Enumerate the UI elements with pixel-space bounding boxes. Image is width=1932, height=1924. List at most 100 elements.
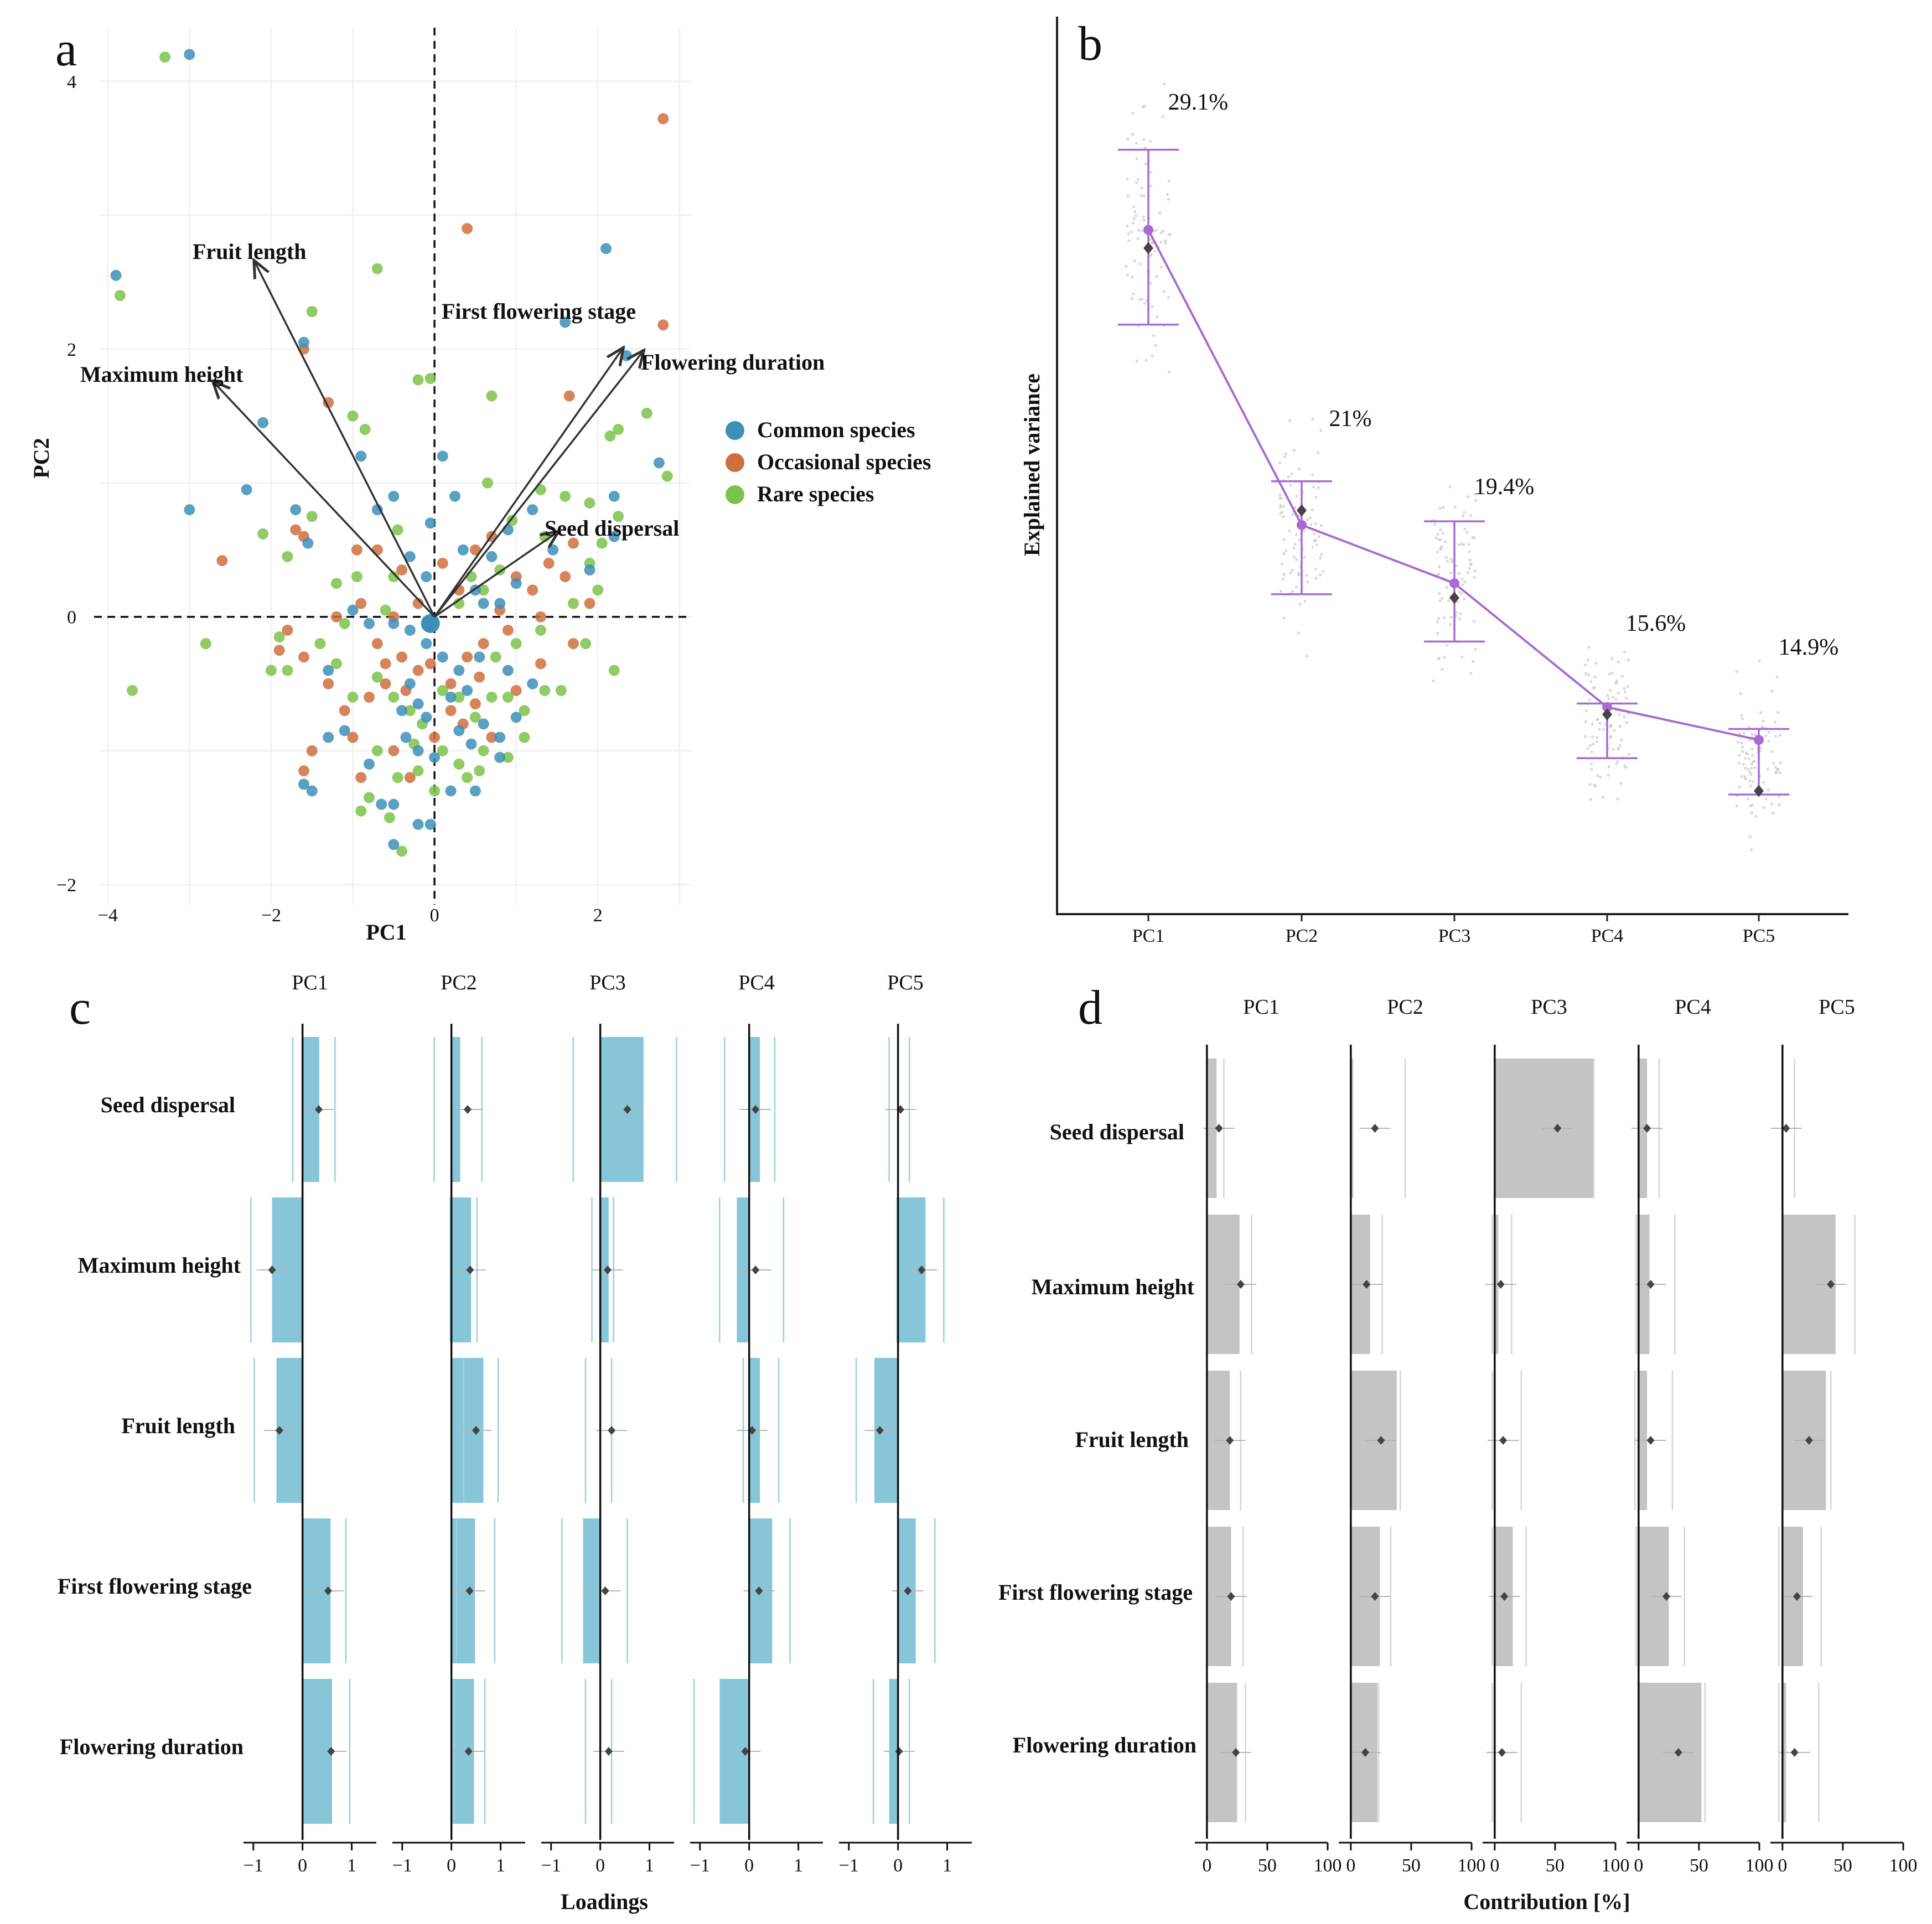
point-rare: [661, 470, 673, 482]
mean-point-PC3: [1449, 578, 1459, 589]
mean-marker-maximum-height-PC1: [268, 1266, 276, 1274]
point-common: [608, 490, 620, 502]
bootstrap-dot-PC5: [1752, 760, 1755, 764]
bootstrap-dot-PC3: [1454, 611, 1458, 614]
x-tick-label-PC4: PC4: [1591, 926, 1624, 946]
mean-marker-maximum-height-PC1: [1236, 1280, 1245, 1289]
mean-marker-first-flowering-stage-PC4: [755, 1586, 763, 1595]
point-common: [257, 417, 269, 428]
bootstrap-dot-PC2: [1282, 573, 1286, 576]
bootstrap-dot-PC4: [1584, 720, 1587, 723]
bootstrap-dot-PC4: [1592, 743, 1595, 746]
bootstrap-dot-PC3: [1449, 615, 1453, 619]
bootstrap-dot-PC4: [1613, 729, 1616, 733]
point-common: [600, 243, 612, 255]
bootstrap-dot-PC1: [1163, 239, 1167, 242]
point-occasional: [584, 598, 595, 609]
x-tick-label-PC3: 1: [645, 1855, 654, 1876]
bootstrap-dot-PC1: [1159, 265, 1163, 269]
bootstrap-dot-PC4: [1609, 735, 1613, 738]
bootstrap-dot-PC2: [1306, 655, 1309, 658]
point-rare: [364, 792, 375, 803]
point-common: [339, 725, 350, 737]
bootstrap-dot-PC4: [1586, 658, 1590, 662]
point-occasional: [355, 772, 367, 784]
mean-marker-flowering-duration-PC5: [1790, 1748, 1799, 1757]
mean-marker-first-flowering-stage-PC3: [601, 1586, 609, 1595]
bootstrap-dot-PC3: [1436, 632, 1439, 635]
trait-label-maximum-height: Maximum height: [1032, 1274, 1195, 1299]
mean-marker-fruit-length-PC5: [876, 1426, 884, 1435]
observed-point-PC3: [1449, 592, 1459, 604]
bootstrap-dot-PC5: [1748, 738, 1752, 742]
point-common: [502, 665, 514, 676]
point-rare: [257, 528, 269, 540]
bootstrap-dot-PC5: [1747, 757, 1750, 761]
bootstrap-dot-PC1: [1126, 194, 1130, 198]
bootstrap-dot-PC5: [1749, 784, 1753, 787]
point-rare: [404, 705, 416, 717]
bootstrap-dot-PC4: [1617, 660, 1620, 663]
bootstrap-dot-PC1: [1149, 282, 1152, 285]
point-rare: [282, 551, 293, 562]
bootstrap-dot-PC1: [1142, 215, 1145, 219]
bootstrap-dot-PC2: [1279, 589, 1282, 593]
x-tick-label-PC2: −1: [392, 1855, 412, 1876]
bootstrap-dot-PC1: [1142, 219, 1146, 222]
point-rare: [482, 477, 494, 489]
x-tick-label-PC4: 0: [744, 1855, 754, 1876]
bootstrap-dot-PC1: [1151, 354, 1154, 357]
point-rare: [506, 515, 518, 526]
legend-swatch-common-species: [726, 421, 744, 440]
point-occasional: [412, 598, 424, 609]
bootstrap-dot-PC2: [1294, 585, 1298, 589]
bootstrap-dot-PC2: [1291, 568, 1294, 572]
bootstrap-dot-PC4: [1607, 697, 1610, 701]
bootstrap-dot-PC4: [1619, 782, 1623, 785]
vector-label-maximum-height: Maximum height: [80, 362, 244, 387]
panel-b: b Explained variance 29.1% 21% 19.4% 15.6% 1…: [1019, 17, 1848, 946]
mean-marker-seed-dispersal-PC4: [752, 1105, 760, 1114]
bootstrap-dot-PC1: [1130, 297, 1134, 300]
vector-label-seed-dispersal: Seed dispersal: [545, 516, 679, 541]
point-occasional: [298, 651, 309, 663]
panel-c: c PC1 −1 0 1 PC2 −1 0 1 PC3 −1 0 1 PC4 −1 0 1 PC5 −1 0 1 See…: [58, 971, 972, 1914]
bootstrap-dot-PC1: [1135, 214, 1138, 217]
x-tick-label-PC3: −1: [541, 1855, 561, 1876]
bootstrap-dot-PC1: [1166, 193, 1169, 196]
point-rare: [314, 638, 326, 650]
point-common: [388, 618, 400, 629]
bootstrap-dot-PC4: [1593, 675, 1597, 679]
bootstrap-dot-PC4: [1624, 690, 1627, 694]
point-rare: [306, 511, 318, 522]
percent-label-PC3: 19.4%: [1474, 474, 1535, 500]
bootstrap-dot-PC1: [1149, 184, 1152, 188]
point-occasional: [469, 698, 481, 710]
legend-label-rare-species: Rare species: [757, 481, 874, 506]
point-occasional: [347, 732, 359, 743]
bootstrap-dot-PC4: [1599, 776, 1602, 779]
bootstrap-dot-PC4: [1594, 785, 1597, 788]
bootstrap-dot-PC1: [1136, 178, 1140, 181]
bootstrap-dot-PC2: [1282, 552, 1286, 556]
bootstrap-dot-PC5: [1754, 815, 1758, 818]
point-rare: [388, 691, 400, 703]
trait-label-seed-dispersal: Seed dispersal: [1050, 1119, 1184, 1144]
facet-label-PC5: PC5: [887, 971, 923, 994]
mean-marker-first-flowering-stage-PC2: [1371, 1592, 1379, 1601]
trait-label-flowering-duration: Flowering duration: [1013, 1733, 1197, 1757]
point-rare: [613, 423, 624, 435]
point-common: [462, 684, 473, 696]
bootstrap-dot-PC4: [1602, 728, 1605, 732]
bootstrap-dot-PC5: [1767, 730, 1770, 734]
bootstrap-dot-PC5: [1771, 812, 1774, 815]
x-tick-label-PC4: −1: [690, 1855, 710, 1876]
point-common: [421, 712, 432, 723]
point-common: [184, 504, 195, 516]
point-rare: [371, 263, 383, 274]
bootstrap-dot-PC1: [1139, 262, 1142, 266]
point-common: [400, 732, 412, 743]
observed-point-PC4: [1602, 708, 1612, 721]
point-common: [478, 598, 489, 609]
